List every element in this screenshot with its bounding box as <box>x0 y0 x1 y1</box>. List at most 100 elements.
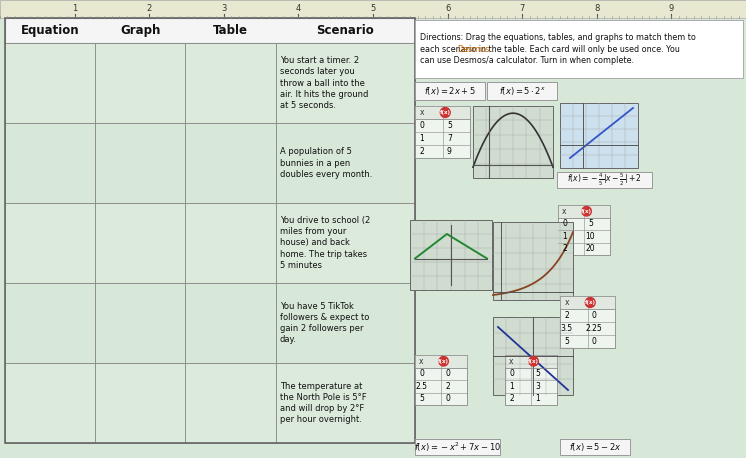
Bar <box>415 355 467 367</box>
Bar <box>95 43 186 123</box>
Text: 3.5: 3.5 <box>561 324 573 333</box>
Text: 8: 8 <box>594 4 600 13</box>
Bar <box>186 283 275 363</box>
Text: x: x <box>419 357 424 366</box>
Bar <box>415 106 470 119</box>
Text: 0: 0 <box>592 337 597 346</box>
Bar <box>560 296 615 348</box>
Bar <box>493 317 573 395</box>
Text: 4: 4 <box>295 4 301 13</box>
Text: You drive to school (2
miles from your
house) and back
home. The trip takes
5 mi: You drive to school (2 miles from your h… <box>280 216 370 270</box>
Text: 2.5: 2.5 <box>416 382 427 391</box>
Bar <box>275 363 415 443</box>
Bar <box>5 43 95 123</box>
Text: Table: Table <box>213 24 248 37</box>
Text: 2: 2 <box>445 382 450 391</box>
Text: Directions: Drag the equations, tables, and graphs to match them to
each scenari: Directions: Drag the equations, tables, … <box>420 33 696 65</box>
Text: x: x <box>510 357 514 366</box>
Text: Desmos: Desmos <box>457 44 489 54</box>
Bar <box>5 363 95 443</box>
Bar <box>505 355 557 367</box>
Bar <box>415 106 470 158</box>
Text: 2: 2 <box>146 4 152 13</box>
Text: 0: 0 <box>592 311 597 320</box>
Text: 3: 3 <box>221 4 227 13</box>
Text: $f(x) = -\frac{4}{5}|x-\frac{5}{2}|+2$: $f(x) = -\frac{4}{5}|x-\frac{5}{2}|+2$ <box>567 172 642 188</box>
Bar <box>186 203 275 283</box>
Bar <box>558 205 610 255</box>
Text: 2.25: 2.25 <box>586 324 603 333</box>
Text: $f(x) = 2x + 5$: $f(x) = 2x + 5$ <box>424 85 476 97</box>
Bar <box>415 355 467 405</box>
Text: 1: 1 <box>509 382 514 391</box>
Text: Equation: Equation <box>21 24 79 37</box>
Text: 6: 6 <box>445 4 451 13</box>
Text: Graph: Graph <box>120 24 160 37</box>
Bar <box>505 355 557 405</box>
Bar <box>493 222 573 300</box>
Bar <box>275 43 415 123</box>
Text: 7: 7 <box>447 134 452 143</box>
Bar <box>0 0 746 18</box>
Text: f(x): f(x) <box>439 110 451 115</box>
Bar <box>95 283 186 363</box>
Text: $f(x) = -x^2 + 7x - 10$: $f(x) = -x^2 + 7x - 10$ <box>414 440 501 454</box>
Bar <box>557 172 652 188</box>
Bar <box>275 123 415 203</box>
Text: x: x <box>562 207 567 216</box>
Text: 5: 5 <box>535 369 540 378</box>
Bar <box>95 203 186 283</box>
Text: 1: 1 <box>72 4 78 13</box>
Text: f(x): f(x) <box>581 209 592 214</box>
Bar <box>275 283 415 363</box>
Text: You start a timer. 2
seconds later you
throw a ball into the
air. It hits the gr: You start a timer. 2 seconds later you t… <box>280 56 368 110</box>
Text: 0: 0 <box>419 121 424 130</box>
Bar <box>186 43 275 123</box>
Text: 0: 0 <box>509 369 514 378</box>
Text: $f(x) = 5 - 2x$: $f(x) = 5 - 2x$ <box>568 441 621 453</box>
Text: 2: 2 <box>509 394 514 403</box>
Circle shape <box>529 356 539 366</box>
Bar <box>560 296 615 309</box>
Text: 3: 3 <box>535 382 540 391</box>
Text: 1: 1 <box>419 134 424 143</box>
Text: 0: 0 <box>445 369 450 378</box>
Bar <box>95 363 186 443</box>
Text: The temperature at
the North Pole is 5°F
and will drop by 2°F
per hour overnight: The temperature at the North Pole is 5°F… <box>280 382 366 424</box>
Bar <box>487 82 557 100</box>
Bar <box>95 123 186 203</box>
Text: 5: 5 <box>370 4 376 13</box>
Bar <box>5 123 95 203</box>
Text: 0: 0 <box>562 219 567 228</box>
Text: f(x): f(x) <box>585 300 596 305</box>
Bar <box>410 220 492 290</box>
Bar <box>275 203 415 283</box>
Bar <box>558 205 610 218</box>
Bar <box>5 18 415 43</box>
Bar <box>473 106 553 178</box>
Bar <box>5 18 415 443</box>
Text: f(x): f(x) <box>438 359 449 364</box>
Text: 7: 7 <box>519 4 525 13</box>
Circle shape <box>586 298 595 307</box>
Text: 1: 1 <box>535 394 540 403</box>
Circle shape <box>440 108 450 117</box>
Bar <box>186 363 275 443</box>
Bar <box>186 123 275 203</box>
Bar <box>415 20 743 78</box>
Text: 20: 20 <box>586 244 595 253</box>
Text: 0: 0 <box>445 394 450 403</box>
Text: Scenario: Scenario <box>316 24 374 37</box>
Text: A population of 5
bunnies in a pen
doubles every month.: A population of 5 bunnies in a pen doubl… <box>280 147 372 179</box>
Text: 9: 9 <box>447 147 452 156</box>
Circle shape <box>582 207 592 216</box>
Text: $f(x) = 5 \cdot 2^x$: $f(x) = 5 \cdot 2^x$ <box>498 85 545 97</box>
Text: x: x <box>565 298 569 307</box>
Bar <box>560 103 638 168</box>
Text: 0: 0 <box>419 369 424 378</box>
Bar <box>560 439 630 455</box>
Bar <box>415 82 485 100</box>
Text: 2: 2 <box>565 311 569 320</box>
Text: 2: 2 <box>562 244 567 253</box>
Text: 5: 5 <box>588 219 593 228</box>
